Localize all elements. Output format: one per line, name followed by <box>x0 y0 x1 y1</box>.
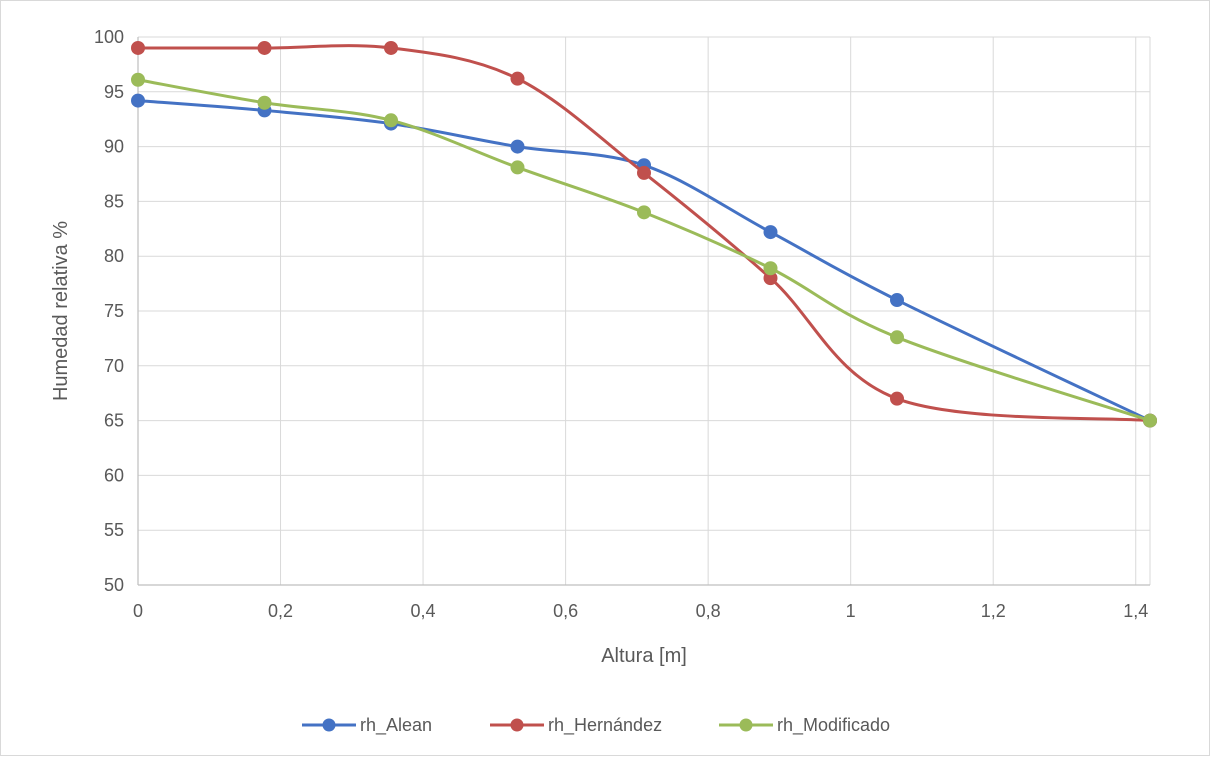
series-rh-alean <box>131 93 1157 428</box>
y-tick-label: 100 <box>94 27 124 47</box>
data-point <box>257 95 272 110</box>
data-point <box>510 160 525 175</box>
data-point <box>510 139 525 154</box>
data-point <box>890 293 904 308</box>
y-tick-label: 50 <box>104 575 124 595</box>
y-tick-label: 70 <box>104 356 124 376</box>
gridlines <box>138 36 1151 585</box>
x-tick-label: 0,8 <box>696 601 721 621</box>
data-point <box>131 72 145 87</box>
data-point <box>637 165 651 180</box>
legend-item: rh_Alean <box>302 715 432 736</box>
series-line <box>137 99 1151 422</box>
x-axis-title: Altura [m] <box>601 645 687 667</box>
legend-swatch-marker <box>322 718 336 732</box>
data-point <box>637 205 651 220</box>
data-point <box>763 261 778 276</box>
data-point <box>890 391 904 406</box>
series-rh-modificado <box>131 72 1157 428</box>
legend: rh_Alean rh_Hernández rh_Modificado <box>302 715 890 736</box>
axes <box>137 37 1150 586</box>
y-axis-title: Humedad relativa % <box>50 221 72 401</box>
legend-item: rh_Hernández <box>490 715 662 736</box>
x-tick-label: 1,4 <box>1123 601 1148 621</box>
series-line <box>137 78 1151 423</box>
data-point <box>384 113 398 128</box>
x-tick-label: 0 <box>133 601 143 621</box>
data-point <box>1143 413 1157 428</box>
data-point <box>257 40 272 55</box>
y-tick-label: 90 <box>104 137 124 157</box>
legend-item: rh_Modificado <box>719 715 890 736</box>
legend-label: rh_Hernández <box>548 715 662 736</box>
y-tick-label: 85 <box>104 191 124 211</box>
data-point <box>510 71 525 86</box>
x-tick-label: 0,6 <box>553 601 578 621</box>
x-tick-label: 0,2 <box>268 601 293 621</box>
tick-labels: 50 55 60 65 70 75 80 85 90 95 100 0 0,2 0,4 0,6 0,8 1 1,2… <box>94 27 1148 621</box>
series-rh-hern-ndez <box>131 40 1157 428</box>
legend-label: rh_Modificado <box>777 715 890 736</box>
data-point <box>131 40 145 55</box>
series-line <box>137 44 1151 423</box>
series-layer <box>131 40 1157 428</box>
y-tick-label: 60 <box>104 465 124 485</box>
data-point <box>131 93 145 108</box>
y-tick-label: 95 <box>104 82 124 102</box>
x-tick-label: 1,2 <box>981 601 1006 621</box>
x-tick-label: 1 <box>846 601 856 621</box>
y-tick-label: 55 <box>104 520 124 540</box>
data-point <box>763 225 778 240</box>
x-tick-label: 0,4 <box>411 601 436 621</box>
legend-swatch-marker <box>739 718 753 732</box>
legend-swatch-marker <box>510 718 524 732</box>
data-point <box>384 40 398 55</box>
legend-label: rh_Alean <box>360 715 432 736</box>
y-tick-label: 75 <box>104 301 124 321</box>
data-point <box>890 330 904 345</box>
y-tick-label: 80 <box>104 246 124 266</box>
y-tick-label: 65 <box>104 411 124 431</box>
